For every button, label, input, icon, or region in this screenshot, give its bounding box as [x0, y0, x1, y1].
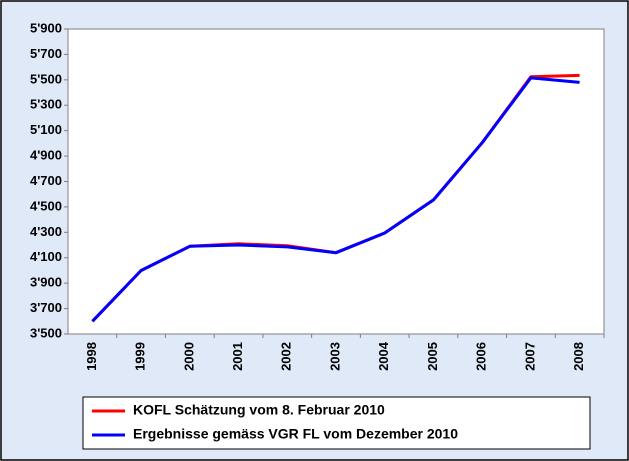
y-tick-label: 3'500 — [30, 325, 62, 340]
y-tick-label: 4'700 — [30, 173, 62, 188]
x-tick-label: 2002 — [279, 342, 294, 371]
y-tick-label: 4'100 — [30, 249, 62, 264]
y-tick-label: 5'100 — [30, 122, 62, 137]
y-tick-label: 3'900 — [30, 275, 62, 290]
x-tick-label: 2004 — [376, 341, 391, 371]
x-tick-label: 2003 — [327, 342, 342, 371]
x-tick-label: 2008 — [571, 342, 586, 371]
y-tick-label: 4'900 — [30, 148, 62, 163]
y-tick-label: 5'300 — [30, 97, 62, 112]
x-tick-label: 2000 — [181, 342, 196, 371]
series-line — [91, 76, 580, 323]
legend-label: Ergebnisse gemäss VGR FL vom Dezember 20… — [133, 426, 458, 442]
legend-label: KOFL Schätzung vom 8. Februar 2010 — [133, 402, 385, 418]
plot-area — [67, 28, 605, 335]
x-tick-label: 2007 — [522, 342, 537, 371]
y-tick-label: 3'700 — [30, 300, 62, 315]
y-tick-label: 5'700 — [30, 46, 62, 61]
x-tick-label: 2005 — [425, 342, 440, 371]
legend: KOFL Schätzung vom 8. Februar 2010 Ergebn… — [92, 402, 458, 442]
y-tick-label: 5'900 — [30, 20, 62, 35]
x-tick-label: 1999 — [133, 342, 148, 371]
y-tick-label: 4'500 — [30, 198, 62, 213]
y-tick-label: 4'300 — [30, 224, 62, 239]
x-tick-label: 2006 — [474, 342, 489, 371]
x-tick-label: 1998 — [84, 342, 99, 371]
x-tick-label: 2001 — [230, 342, 245, 371]
legend-box — [82, 396, 591, 450]
y-tick-label: 5'500 — [30, 71, 62, 86]
